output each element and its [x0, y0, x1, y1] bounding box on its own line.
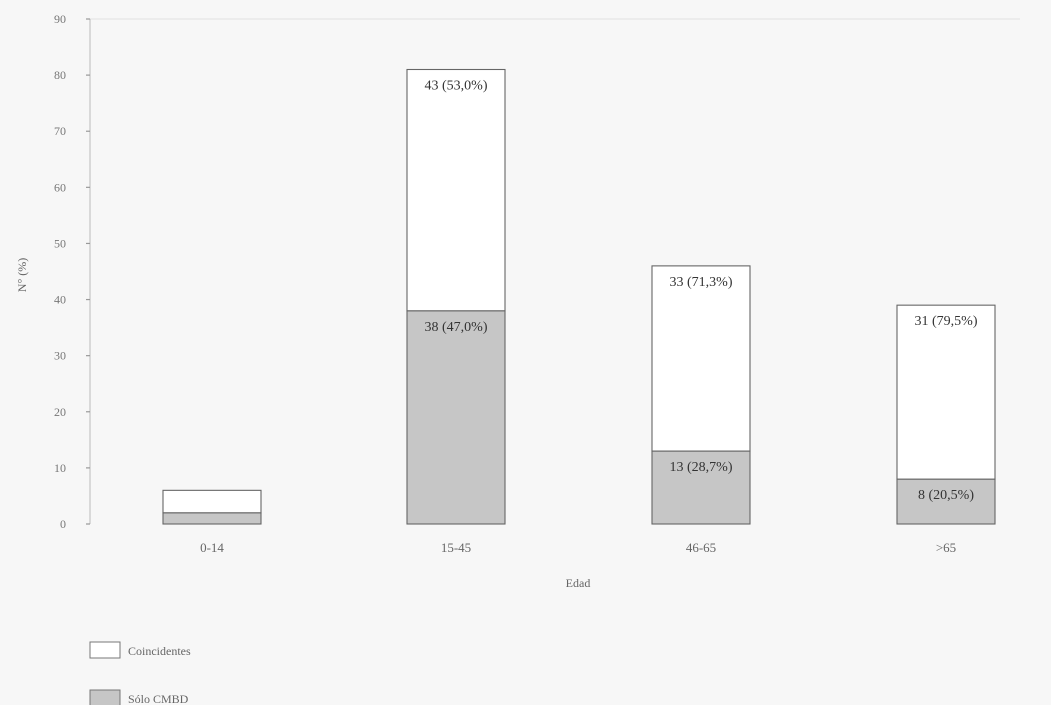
- x-tick-label: 15-45: [441, 540, 471, 555]
- y-tick-label: 50: [54, 236, 66, 250]
- data-label: 8 (20,5%): [918, 488, 974, 503]
- y-tick-label: 70: [54, 124, 66, 138]
- x-axis-title: Edad: [566, 576, 591, 590]
- bar-solo-cmbd: [406, 310, 506, 525]
- y-tick-label: 60: [54, 180, 66, 194]
- y-tick-label: 20: [54, 405, 66, 419]
- data-label: 13 (28,7%): [670, 460, 733, 475]
- data-label: 38 (47,0%): [425, 320, 488, 335]
- legend-swatch: [89, 689, 121, 705]
- y-tick-label: 0: [60, 517, 66, 531]
- bar-solo-cmbd: [651, 450, 751, 525]
- bar-solo-cmbd: [896, 478, 996, 525]
- axes: 0 10 20 30 40 50 60 70 80 90 0-14 15-45 46-65 >65: [54, 12, 1020, 555]
- data-label: 33 (71,3%): [670, 275, 733, 290]
- data-label: 43 (53,0%): [425, 79, 488, 94]
- x-tick-label: 46-65: [686, 540, 716, 555]
- legend: Coincidentes Sólo CMBD: [89, 641, 191, 705]
- y-tick-label: 90: [54, 12, 66, 26]
- bar-coincidentes: [162, 489, 262, 514]
- y-tick-label: 80: [54, 68, 66, 82]
- y-axis-title: N° (%): [15, 258, 29, 292]
- x-tick-label: 0-14: [200, 540, 224, 555]
- legend-label: Sólo CMBD: [128, 692, 189, 705]
- y-tick-label: 10: [54, 461, 66, 475]
- y-tick-label: 40: [54, 293, 66, 307]
- data-labels: 38 (47,0%) 43 (53,0%) 13 (28,7%) 33 (71,3%)…: [425, 79, 978, 504]
- bars: [162, 68, 996, 525]
- bar-solo-cmbd: [162, 512, 262, 525]
- data-label: 31 (79,5%): [915, 314, 978, 329]
- legend-swatch: [89, 641, 121, 659]
- bar-coincidentes: [896, 304, 996, 480]
- bar-coincidentes: [651, 265, 751, 452]
- y-tick-label: 30: [54, 349, 66, 363]
- legend-label: Coincidentes: [128, 644, 191, 658]
- bar-coincidentes: [406, 68, 506, 312]
- x-tick-label: >65: [936, 540, 956, 555]
